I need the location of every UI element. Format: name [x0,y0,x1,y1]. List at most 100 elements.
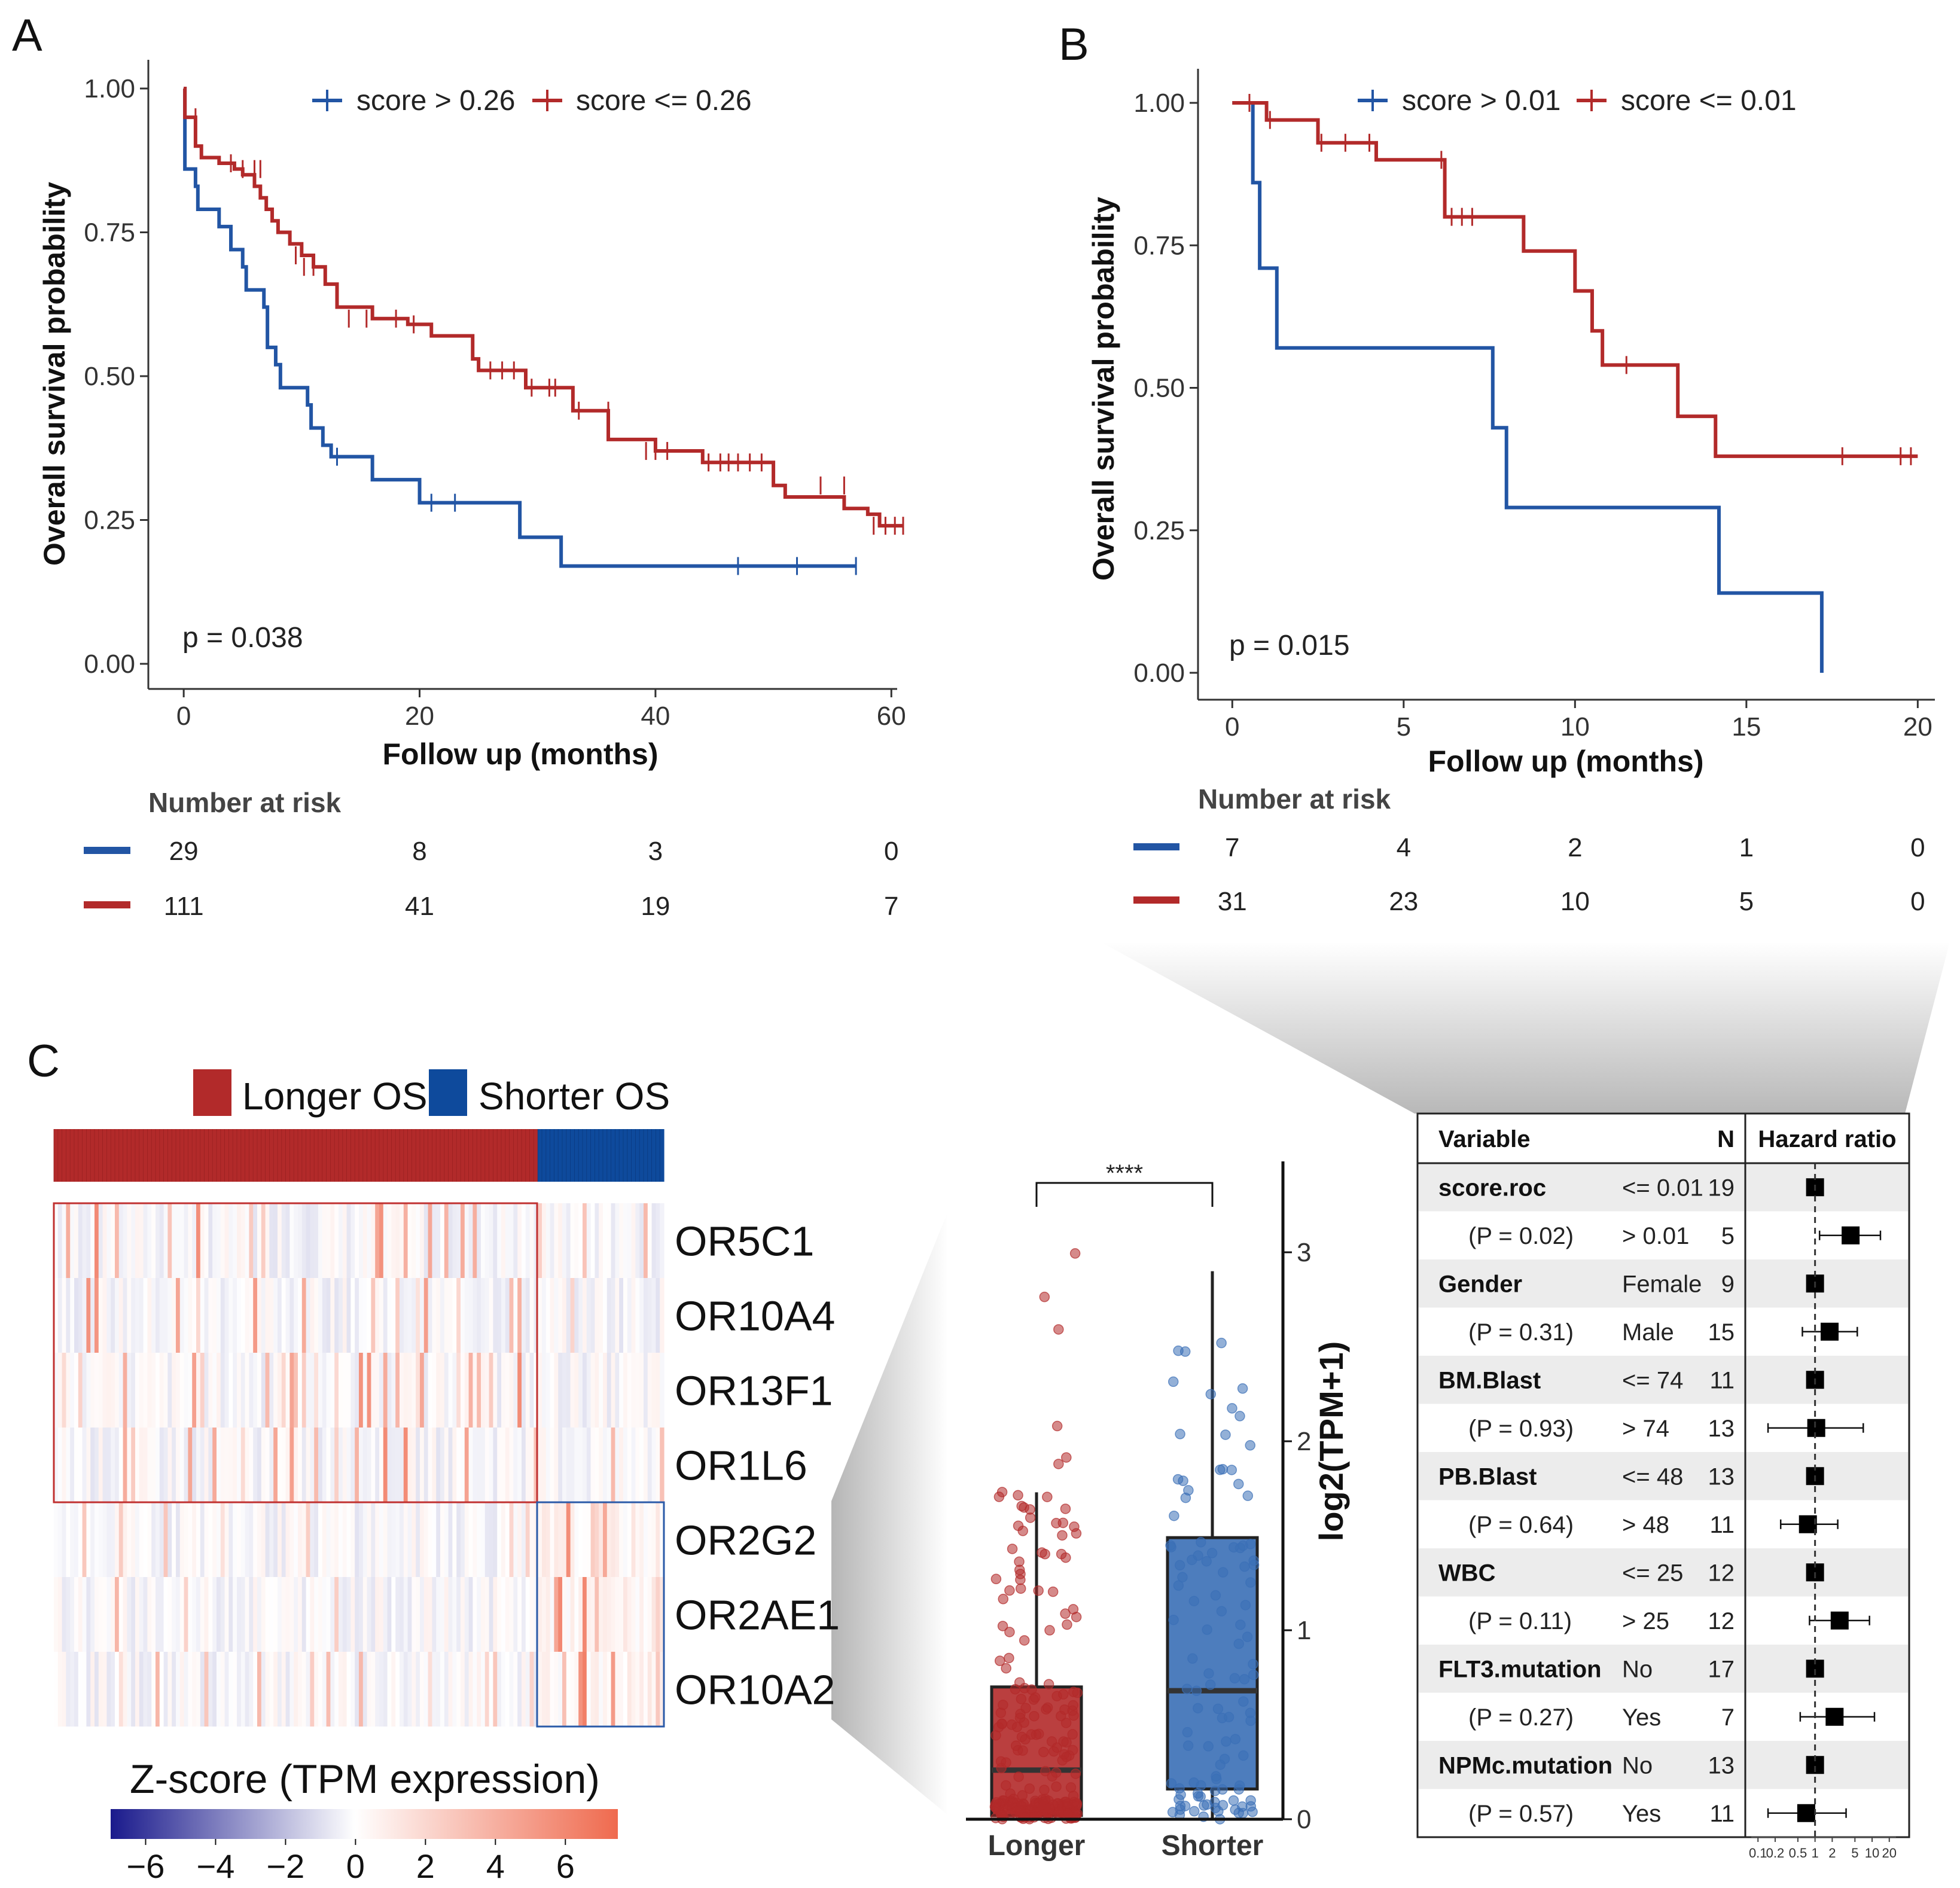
heatmap-cell [574,1428,579,1502]
heatmap-cell [123,1652,127,1727]
heatmap-cell [123,1502,127,1577]
annotation-cell [176,1129,181,1182]
annotation-cell [334,1129,339,1182]
heatmap-cell [269,1353,274,1428]
heatmap-cell [172,1577,176,1652]
heatmap-cell [200,1428,205,1502]
heatmap-cell [196,1353,201,1428]
forest-row-bg [1419,1356,1908,1404]
heatmap-cell [387,1502,392,1577]
heatmap-panel: Longer OS Shorter OS OR5C1OR10A4OR13F1OR… [53,1069,840,1885]
heatmap-cell [428,1278,432,1353]
heatmap-cell [542,1428,547,1502]
heatmap-cell [339,1577,343,1652]
heatmap-cell [196,1502,201,1577]
heatmap-cell [330,1577,335,1652]
heatmap-cell [570,1203,575,1278]
heatmap-cell [115,1203,120,1278]
heatmap-cell [387,1278,392,1353]
annotation-cell [188,1129,193,1182]
heatmap-cell [224,1502,229,1577]
heatmap-cell [306,1203,310,1278]
heatmap-cell [359,1502,364,1577]
heatmap-cell [407,1652,412,1727]
boxplot-content: Longer Shorter [988,1248,1263,1862]
forest-variable: BM.Blast [1438,1367,1541,1393]
heatmap-cell [289,1502,294,1577]
annotation-cell [233,1129,237,1182]
heatmap-cell [314,1652,319,1727]
box-point [1034,1728,1044,1740]
annotation-cell [66,1129,71,1182]
annotation-cell [131,1129,136,1182]
heatmap-cell [192,1577,197,1652]
heatmap-cell [339,1652,343,1727]
heatmap-cell [562,1502,567,1577]
heatmap-cell [595,1502,599,1577]
heatmap-cell [350,1278,355,1353]
heatmap-cell [371,1203,376,1278]
heatmap-cell [172,1353,176,1428]
heatmap-cell [106,1353,111,1428]
forest-n: 7 [1721,1704,1735,1731]
heatmap-cell [301,1353,307,1428]
heatmap-cell [631,1353,636,1428]
heatmap-cell [501,1502,506,1577]
heatmap-cell [281,1353,286,1428]
heatmap-cell [298,1353,303,1428]
box-point [1223,1712,1234,1722]
annotation-cell [484,1129,490,1182]
heatmap-cell [118,1428,124,1502]
heatmap-cell [204,1502,209,1577]
heatmap-cell [176,1652,181,1727]
heatmap-cell [420,1502,425,1577]
heatmap-cell [127,1577,132,1652]
heatmap-cell [484,1502,490,1577]
heatmap-cell [538,1577,542,1652]
heatmap-cell [423,1652,429,1727]
heatmap-cell [212,1652,217,1727]
heatmap-cell [326,1652,331,1727]
forest-level: Yes [1622,1704,1661,1731]
heatmap-cell [143,1278,148,1353]
heatmap-cell [558,1278,563,1353]
heatmap-cell [196,1577,201,1652]
annotation-cell [123,1129,127,1182]
heatmap-cell [298,1652,303,1727]
heatmap-cell [289,1353,294,1428]
annotation-cell [606,1129,612,1182]
heatmap-cell [615,1278,620,1353]
heatmap-cell [208,1278,213,1353]
forest-row: (P = 0.27) Yes 7 [1468,1704,1876,1731]
legend-label-longer: Longer OS [242,1075,428,1118]
boxplot-y-tick-label: 3 [1297,1238,1311,1267]
heatmap-cell [115,1278,120,1353]
heatmap-cell [334,1203,339,1278]
annotation-cell [172,1129,176,1182]
heatmap-cell [436,1577,441,1652]
significance-line [1035,1182,1214,1207]
heatmap-cell [167,1652,172,1727]
box-point [1234,1542,1246,1554]
heatmap-cell [367,1278,371,1353]
heatmap-cell [200,1203,205,1278]
heatmap-cell [179,1428,185,1502]
heatmap-cell [78,1652,83,1727]
heatmap-cell [127,1652,132,1727]
box-point [1059,1704,1070,1715]
heatmap-cell [529,1353,534,1428]
heatmap-cell [359,1278,364,1353]
heatmap-cell [167,1203,172,1278]
km-a-risk-value: 0 [884,837,898,866]
heatmap-cell [62,1353,66,1428]
heatmap-cell [513,1652,518,1727]
heatmap-cell [359,1652,364,1727]
box-point [1047,1771,1058,1782]
heatmap-cell [322,1652,327,1727]
heatmap-cell [432,1203,437,1278]
heatmap-cell [184,1353,188,1428]
forest-n: 11 [1709,1512,1735,1538]
heatmap-cell [656,1278,660,1353]
heatmap-cell [143,1203,148,1278]
annotation-cell [578,1129,583,1182]
